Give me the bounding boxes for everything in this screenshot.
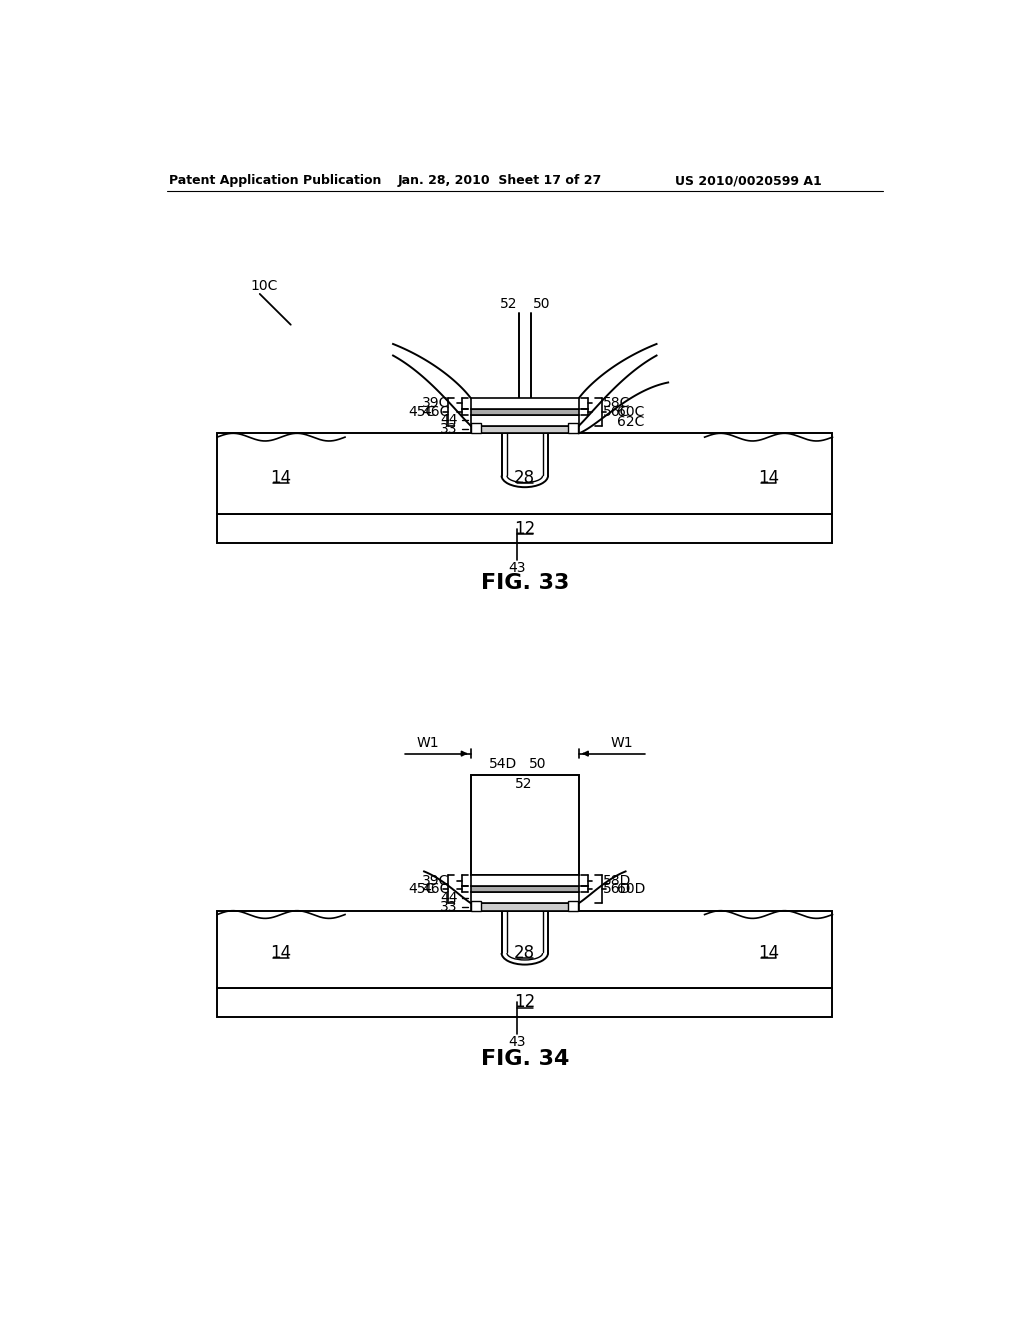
Text: 60D: 60D (617, 882, 645, 896)
Text: 52: 52 (514, 777, 532, 792)
Text: 50: 50 (532, 297, 550, 312)
Text: 12: 12 (514, 994, 536, 1011)
Text: US 2010/0020599 A1: US 2010/0020599 A1 (675, 174, 821, 187)
Text: 14: 14 (270, 944, 292, 962)
Text: W1: W1 (417, 735, 439, 750)
Text: 45C: 45C (409, 882, 435, 896)
Text: 56C: 56C (603, 405, 631, 418)
Bar (471, 409, 579, 414)
Text: 62C: 62C (617, 414, 644, 429)
Text: Patent Application Publication: Patent Application Publication (169, 174, 381, 187)
Text: 12: 12 (514, 520, 536, 537)
Text: 50: 50 (528, 758, 546, 771)
Bar (471, 903, 579, 911)
Text: 28: 28 (514, 944, 536, 962)
Text: 45C: 45C (409, 405, 435, 418)
Text: 46C: 46C (422, 405, 450, 418)
Bar (471, 900, 481, 911)
Text: 46C: 46C (422, 882, 450, 896)
Text: 54D: 54D (488, 758, 517, 771)
Bar (471, 424, 481, 433)
Bar (471, 414, 579, 425)
Text: 33: 33 (440, 422, 458, 437)
Bar (568, 424, 579, 433)
Bar (471, 775, 579, 875)
Bar (217, 987, 833, 1016)
Bar (568, 900, 579, 911)
Text: FIG. 34: FIG. 34 (480, 1048, 569, 1068)
Bar (217, 515, 833, 544)
Text: 44: 44 (440, 413, 458, 428)
Bar (471, 875, 579, 886)
Text: 60C: 60C (617, 405, 644, 418)
Text: 10C: 10C (251, 280, 278, 293)
Text: 43: 43 (508, 561, 525, 576)
Text: 44: 44 (440, 891, 458, 904)
Bar (217, 433, 833, 515)
Text: 28: 28 (514, 469, 536, 487)
Text: 58C: 58C (603, 396, 631, 411)
Bar (471, 397, 579, 409)
Text: 52: 52 (500, 297, 517, 312)
Text: 43: 43 (508, 1035, 525, 1048)
Text: 39C: 39C (422, 874, 450, 887)
Bar (217, 911, 833, 987)
Text: 56D: 56D (603, 882, 632, 896)
Text: 58D: 58D (603, 874, 632, 887)
Text: 14: 14 (758, 469, 779, 487)
Bar (471, 886, 579, 892)
Text: 14: 14 (758, 944, 779, 962)
Text: 33: 33 (440, 900, 458, 913)
Bar (471, 892, 579, 903)
Text: Jan. 28, 2010  Sheet 17 of 27: Jan. 28, 2010 Sheet 17 of 27 (398, 174, 602, 187)
Text: 14: 14 (270, 469, 292, 487)
Text: FIG. 33: FIG. 33 (480, 573, 569, 594)
Text: W1: W1 (610, 735, 633, 750)
Bar (471, 425, 579, 433)
Text: 39C: 39C (422, 396, 450, 411)
